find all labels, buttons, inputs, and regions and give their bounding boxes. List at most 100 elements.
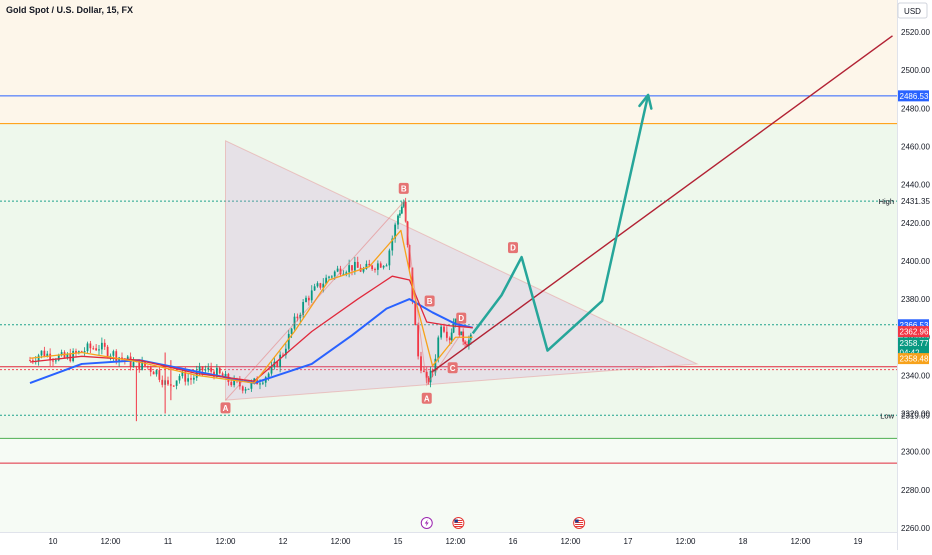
candle-body	[83, 351, 86, 353]
y-tick-label: 2400.00	[901, 257, 930, 266]
x-tick-label: 12:00	[790, 537, 811, 546]
pattern-point-label: B	[427, 297, 433, 306]
price-label-bg	[898, 326, 929, 338]
time-scale-bg	[0, 532, 897, 550]
candle-body	[261, 382, 264, 384]
candle-body	[86, 343, 89, 352]
pattern-point-badge	[424, 295, 435, 307]
candle-body	[328, 276, 330, 278]
price-label-value: 2362.96	[900, 328, 929, 337]
candle-body	[75, 350, 77, 354]
pattern-point-badge	[447, 362, 458, 374]
candle-body	[287, 333, 290, 349]
candle-body	[397, 215, 399, 225]
price-label-value: 2366.53	[900, 321, 929, 330]
candle-body	[376, 263, 379, 270]
candle-body	[29, 360, 31, 362]
candle-body	[230, 381, 233, 386]
candle-body	[284, 348, 287, 356]
chart-title: Gold Spot / U.S. Dollar, 15, FX	[6, 5, 134, 15]
x-tick-label: 12:00	[560, 537, 581, 546]
price-tag-value: 2431.35	[901, 197, 930, 206]
candle-body	[149, 367, 152, 372]
x-tick-label: 17	[624, 537, 633, 546]
candle-body	[98, 349, 100, 351]
candle-body	[385, 265, 388, 267]
candle-body	[356, 261, 359, 268]
pattern-leg	[225, 200, 462, 401]
candle-body	[244, 389, 247, 391]
candle-body	[66, 354, 69, 358]
candle-body	[215, 367, 218, 377]
candle-body	[187, 378, 190, 382]
price-label-bg	[898, 90, 929, 102]
candle-body	[259, 383, 261, 385]
candle-body	[37, 355, 40, 362]
candle-body	[158, 370, 161, 380]
pattern-point-label: A	[223, 404, 229, 413]
pattern-point-badge	[508, 242, 518, 254]
candle-body	[443, 326, 445, 332]
x-tick-label: 12:00	[445, 537, 466, 546]
y-tick-label: 2480.00	[901, 104, 930, 113]
candle-body	[155, 370, 158, 375]
candle-body	[95, 348, 98, 351]
candle-body	[181, 371, 184, 377]
candle-body	[161, 379, 164, 385]
candle-body	[40, 350, 43, 356]
candle-body	[46, 353, 49, 357]
candle-body	[466, 344, 468, 346]
candle-body	[241, 386, 244, 391]
candle-body	[184, 371, 187, 382]
pattern-point-label: D	[458, 314, 464, 323]
candle-body	[100, 342, 103, 350]
price-tag-name: High	[879, 197, 894, 206]
pattern-point-label: B	[401, 184, 407, 193]
candle-body	[49, 353, 52, 361]
y-tick-label: 2280.00	[901, 486, 930, 495]
candle-body	[201, 366, 204, 371]
pattern-point-label: C	[450, 364, 456, 373]
candle-body	[282, 354, 284, 356]
y-tick-label: 2340.00	[901, 371, 930, 380]
us-flag-canton	[575, 519, 579, 523]
candle-body	[207, 367, 210, 370]
candle-body	[422, 370, 425, 372]
candle-body	[322, 283, 325, 288]
candle-body	[89, 343, 92, 349]
candle-body	[362, 268, 365, 272]
x-tick-label: 12:00	[215, 537, 236, 546]
candle-body	[43, 350, 46, 357]
candle-body	[345, 272, 348, 274]
us-flag-stripe	[575, 526, 584, 527]
candle-body	[167, 380, 169, 385]
candle-body	[391, 238, 394, 251]
candle-body	[353, 261, 356, 271]
candle-body	[440, 326, 443, 338]
lightning-glyph	[424, 519, 429, 527]
candle-body	[374, 269, 376, 271]
candle-body	[425, 371, 428, 378]
candle-body	[468, 339, 470, 346]
candle-body	[351, 265, 353, 271]
candle-body	[204, 369, 207, 371]
candle-body	[112, 351, 115, 356]
candle-body	[368, 263, 371, 266]
price-label-value: 2486.53	[900, 92, 929, 101]
candle-body	[80, 351, 83, 353]
y-tick-label: 2320.00	[901, 410, 930, 419]
candle-body	[414, 301, 417, 326]
candle-body	[192, 377, 195, 380]
candle-body	[448, 337, 451, 341]
candle-body	[437, 337, 440, 359]
candle-body	[146, 365, 149, 368]
candle-body	[388, 250, 391, 266]
x-tick-label: 12:00	[330, 537, 351, 546]
candle-body	[319, 283, 322, 288]
triangle-pattern	[225, 139, 699, 401]
y-tick-label: 2300.00	[901, 448, 930, 457]
zone-middle	[0, 123, 897, 439]
candle-body	[371, 265, 374, 270]
pattern-point-label: D	[510, 244, 516, 253]
